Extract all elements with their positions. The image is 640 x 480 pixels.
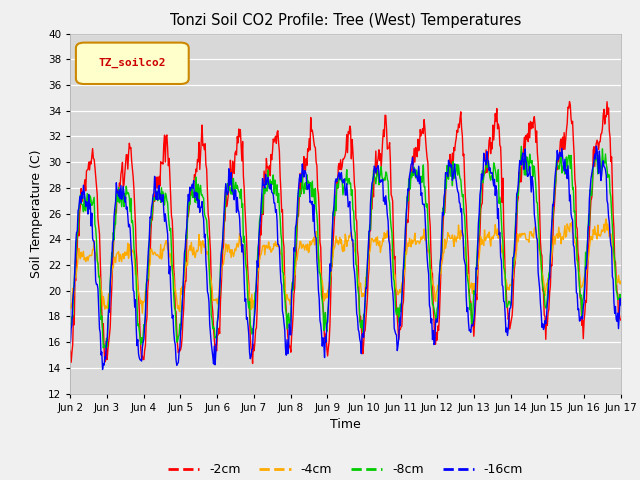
Y-axis label: Soil Temperature (C): Soil Temperature (C) [29, 149, 43, 278]
Legend: -2cm, -4cm, -8cm, -16cm: -2cm, -4cm, -8cm, -16cm [163, 458, 528, 480]
FancyBboxPatch shape [76, 43, 189, 84]
X-axis label: Time: Time [330, 418, 361, 431]
Title: Tonzi Soil CO2 Profile: Tree (West) Temperatures: Tonzi Soil CO2 Profile: Tree (West) Temp… [170, 13, 522, 28]
Text: TZ_soilco2: TZ_soilco2 [99, 58, 166, 68]
